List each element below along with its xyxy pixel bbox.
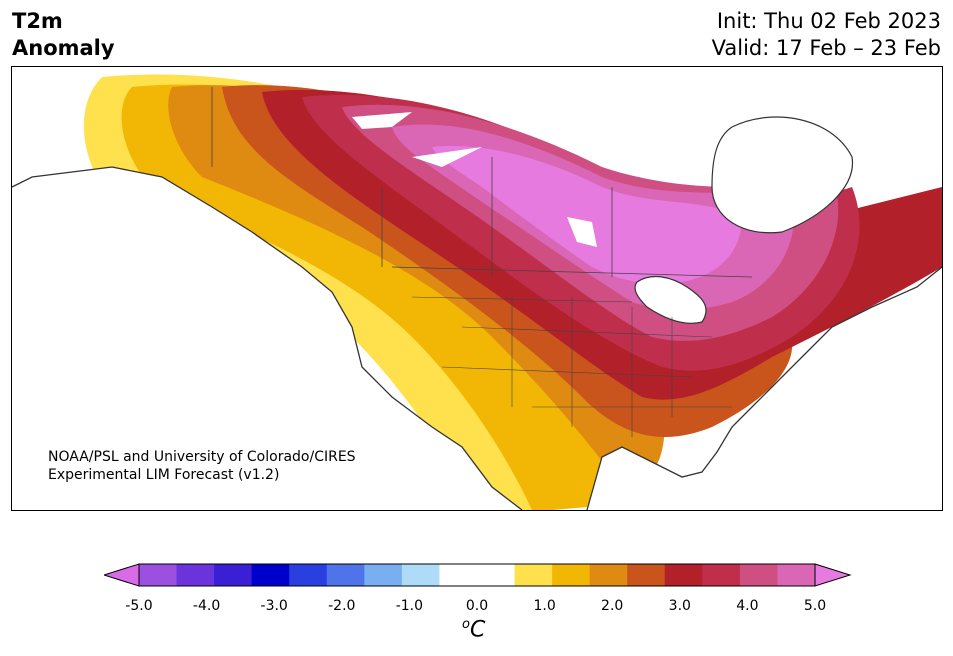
colorbar-cell [439, 564, 478, 586]
colorbar-tick-label: 1.0 [533, 598, 556, 614]
colorbar-cell [589, 564, 628, 586]
colorbar-cell [552, 564, 591, 586]
colorbar-cell [176, 564, 215, 586]
colorbar-min-arrow [104, 563, 140, 587]
colorbar-tick-label: 0.0 [465, 598, 489, 614]
colorbar-tick-label: -4.0 [192, 598, 221, 614]
unit-label: oC [462, 617, 485, 642]
colorbar-cell [139, 564, 178, 586]
lake-winnipeg [567, 217, 597, 247]
colorbar-cell [702, 564, 741, 586]
colorbar-cell [364, 564, 403, 586]
title-line-2: Anomaly [12, 36, 115, 60]
title-line-1: T2m [12, 9, 63, 33]
colorbar-cell [214, 564, 253, 586]
map-canvas [12, 74, 942, 510]
init-date: Init: Thu 02 Feb 2023 [716, 9, 941, 33]
state-borders [411, 296, 732, 437]
colorbar-cell [289, 564, 328, 586]
colorbar-cell [401, 564, 440, 586]
colorbar-cell [777, 564, 816, 586]
colorbar-tick-label: -2.0 [328, 598, 356, 614]
credit-text: NOAA/PSL and University of Colorado/CIRE… [48, 448, 356, 484]
forecast-dates: Init: Thu 02 Feb 2023 Valid: 17 Feb – 23… [712, 8, 941, 62]
colorbar-tick-label: -3.0 [260, 598, 288, 614]
unit-letter: C [469, 617, 486, 643]
credit-line-2: Experimental LIM Forecast (v1.2) [48, 467, 280, 483]
valid-dates: Valid: 17 Feb – 23 Feb [711, 36, 941, 60]
colorbar [104, 563, 852, 587]
colorbar-cell [664, 564, 703, 586]
great-bear-lake [352, 112, 412, 129]
colorbar-cell [739, 564, 778, 586]
colorbar-cell [627, 564, 666, 586]
credit-line-1: NOAA/PSL and University of Colorado/CIRE… [48, 449, 356, 465]
political-borders [211, 87, 753, 278]
colorbar-tick-label: 5.0 [803, 598, 827, 614]
colorbar-cell [477, 564, 516, 586]
colorbar-frame [138, 563, 816, 587]
unit-degree: o [462, 617, 470, 632]
colorbar-cell [251, 564, 290, 586]
colorbar-cell [514, 564, 553, 586]
great-slave-lake [412, 147, 482, 167]
colorbar-tick-label: 3.0 [668, 598, 691, 614]
colorbar-tick-label: -1.0 [395, 598, 424, 614]
colorbar-cell [326, 564, 365, 586]
great-lakes [634, 275, 707, 324]
colorbar-tick-label: 4.0 [736, 598, 759, 614]
colorbar-max-arrow [814, 563, 852, 587]
map-title: T2m Anomaly [12, 8, 115, 62]
anomaly-map [11, 66, 943, 511]
colorbar-tick-label: -5.0 [125, 598, 153, 614]
coastline [12, 166, 942, 510]
hudson-bay [711, 116, 853, 234]
colorbar-tick-label: 2.0 [601, 598, 624, 614]
